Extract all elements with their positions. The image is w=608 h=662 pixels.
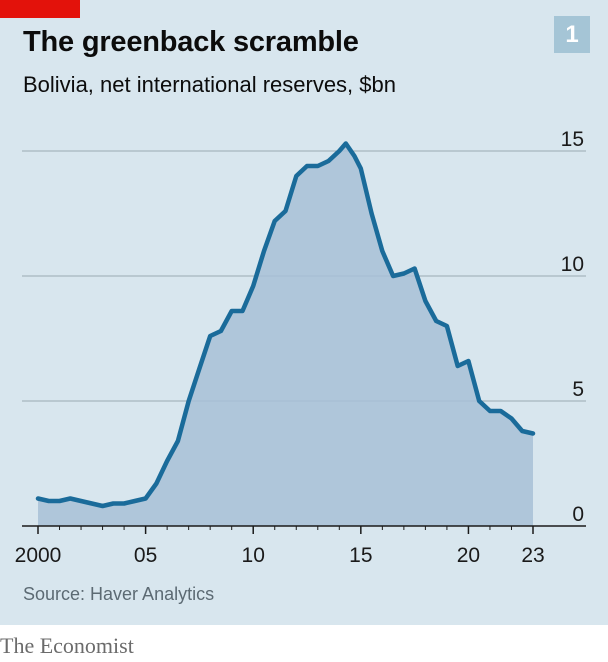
- plot-area: [35, 141, 536, 526]
- axes: [22, 525, 586, 534]
- x-tick-label-2023: 23: [521, 544, 544, 567]
- x-tick-label-2015: 15: [349, 544, 372, 567]
- x-tick-label-2010: 10: [242, 544, 265, 567]
- x-tick-label-2020: 20: [457, 544, 480, 567]
- brand-wordmark: The Economist: [0, 633, 134, 658]
- y-tick-label-0: 0: [572, 503, 584, 526]
- source-note: Source: Haver Analytics: [23, 584, 215, 604]
- brand-red-tag: [0, 0, 80, 18]
- x-tick-label-2005: 05: [134, 544, 157, 567]
- y-tick-label-15: 15: [561, 128, 584, 151]
- series-line: [35, 141, 536, 509]
- series-area-fill: [38, 143, 533, 526]
- chart-number-badge: 1: [554, 16, 590, 53]
- x-tick-label-2000: 2000: [15, 544, 62, 567]
- chart-title: The greenback scramble: [23, 26, 359, 58]
- y-tick-label-10: 10: [561, 253, 584, 276]
- chart-subtitle: Bolivia, net international reserves, $bn: [23, 72, 396, 97]
- y-tick-label-5: 5: [572, 378, 584, 401]
